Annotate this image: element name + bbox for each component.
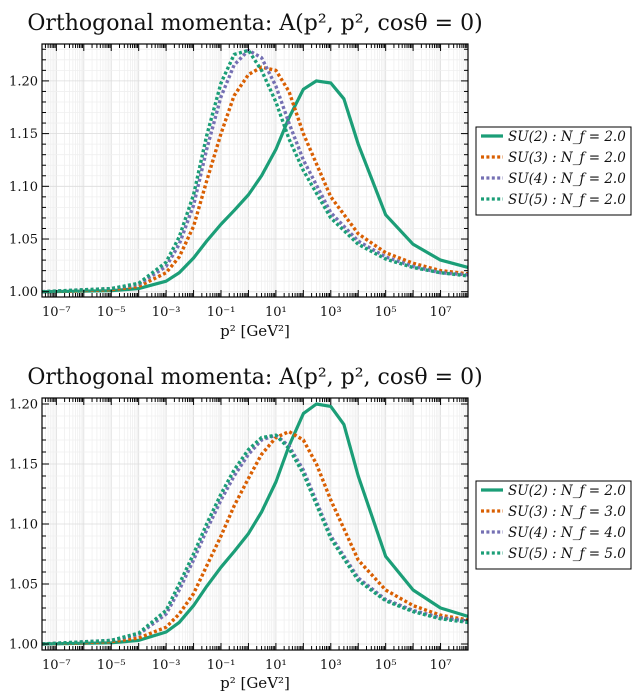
x-axis-label: p² [GeV²] — [220, 322, 290, 340]
y-tick-label: 1.15 — [9, 458, 38, 473]
y-tick-label: 1.05 — [9, 578, 38, 593]
series-line-2 — [41, 429, 469, 646]
x-tick-label: 10⁻⁷ — [42, 305, 71, 320]
chart-title: Orthogonal momenta: A(p², p², cosθ = 0) — [27, 365, 482, 390]
x-tick-label: 10⁻⁵ — [97, 658, 126, 673]
x-tick-label: 10⁻¹ — [207, 658, 236, 673]
y-tick-label: 1.00 — [9, 285, 38, 300]
x-tick-label: 10⁵ — [375, 658, 397, 673]
series-line-4 — [41, 48, 469, 294]
x-tick-label: 10⁵ — [375, 305, 397, 320]
x-tick-label: 10³ — [320, 658, 342, 673]
y-tick-label: 1.10 — [9, 180, 38, 195]
y-ticks: 1.00 1.05 1.10 1.15 1.20 — [9, 398, 468, 653]
legend-entry-1: SU(2) : N_f = 2.0 — [508, 483, 626, 499]
series-line-4 — [41, 433, 469, 646]
legend-entry-3: SU(4) : N_f = 2.0 — [508, 171, 626, 187]
chart-title: Orthogonal momenta: A(p², p², cosθ = 0) — [27, 11, 482, 36]
x-ticks: 10⁻⁷ 10⁻⁵ 10⁻³ 10⁻¹ 10¹ 10³ 10⁵ 10⁷ — [41, 398, 469, 673]
chart-2: Orthogonal momenta: A(p², p², cosθ = 0) 1… — [9, 365, 632, 692]
y-ticks: 1.00 1.05 1.10 1.15 1.20 — [9, 48, 468, 300]
legend-entry-2: SU(3) : N_f = 2.0 — [508, 150, 626, 166]
y-tick-label: 1.20 — [9, 74, 38, 89]
plot-frame — [41, 43, 469, 298]
legend-entry-2: SU(3) : N_f = 3.0 — [508, 504, 626, 520]
legend-entry-1: SU(2) : N_f = 2.0 — [508, 129, 626, 145]
legend-entry-4: SU(5) : N_f = 5.0 — [508, 546, 626, 562]
series-line-2 — [41, 65, 469, 294]
x-tick-label: 10⁻¹ — [207, 305, 236, 320]
x-axis-label: p² [GeV²] — [220, 674, 290, 692]
x-tick-label: 10³ — [320, 305, 342, 320]
x-tick-label: 10⁷ — [430, 658, 452, 673]
series-line-3 — [41, 48, 469, 294]
x-tick-label: 10⁻³ — [152, 658, 181, 673]
series-line-1 — [41, 402, 469, 646]
x-tick-label: 10¹ — [265, 305, 287, 320]
x-tick-label: 10⁷ — [430, 305, 452, 320]
y-tick-label: 1.15 — [9, 127, 38, 142]
legend-box — [475, 480, 632, 570]
legend-box — [475, 126, 632, 216]
series-line-3 — [41, 433, 469, 646]
x-ticks: 10⁻⁷ 10⁻⁵ 10⁻³ 10⁻¹ 10¹ 10³ 10⁵ 10⁷ — [41, 44, 469, 320]
legend: SU(2) : N_f = 2.0 SU(3) : N_f = 3.0 SU(4) … — [475, 480, 632, 570]
x-tick-label: 10⁻⁷ — [42, 658, 71, 673]
legend-entry-4: SU(5) : N_f = 2.0 — [508, 192, 626, 208]
series-line-1 — [41, 79, 469, 294]
legend-entry-3: SU(4) : N_f = 4.0 — [508, 525, 626, 541]
x-tick-label: 10⁻³ — [152, 305, 181, 320]
y-tick-label: 1.00 — [9, 638, 38, 653]
x-tick-label: 10⁻⁵ — [97, 305, 126, 320]
legend: SU(2) : N_f = 2.0 SU(3) : N_f = 2.0 SU(4) … — [475, 126, 632, 216]
y-tick-label: 1.05 — [9, 233, 38, 248]
y-tick-label: 1.20 — [9, 398, 38, 413]
x-tick-label: 10¹ — [265, 658, 287, 673]
chart-1: Orthogonal momenta: A(p², p², cosθ = 0) 1… — [9, 11, 632, 340]
y-tick-label: 1.10 — [9, 518, 38, 533]
grid — [41, 44, 469, 297]
